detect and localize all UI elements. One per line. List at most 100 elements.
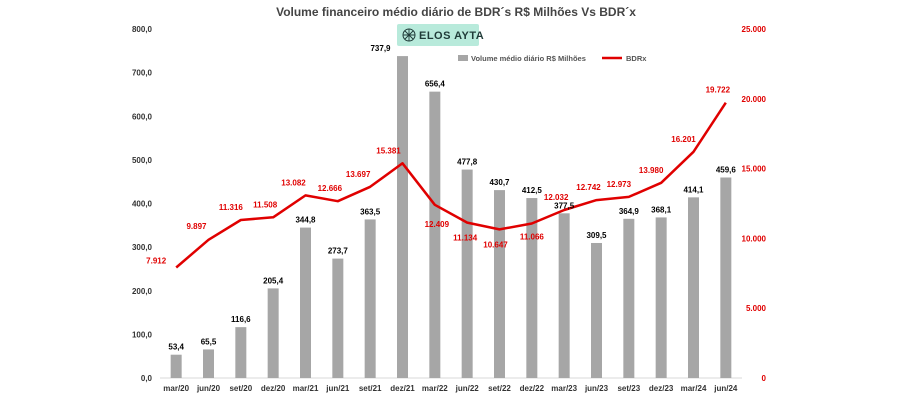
left-tick-label: 400,0 [132,200,153,209]
line-value-label: 10.647 [483,240,508,249]
bar-value-label: 377,5 [554,201,575,210]
left-tick-label: 200,0 [132,287,153,296]
bar-value-label: 368,1 [651,205,672,214]
bar [332,258,344,378]
line-value-label: 11.066 [520,233,545,242]
left-tick-label: 100,0 [132,330,153,339]
logo: ELOS AYTA [397,24,484,46]
category-label: jun/20 [196,384,221,393]
right-tick-label: 0 [762,374,767,383]
line-value-label: 9.897 [186,222,207,231]
bar [300,227,311,378]
category-label: jun/22 [455,384,480,393]
bar-value-label: 344,8 [295,216,316,225]
bar-value-label: 412,5 [522,186,543,195]
bar-value-label: 53,4 [168,343,184,352]
bar-value-label: 656,4 [425,80,446,89]
line-value-label: 12.666 [318,184,343,193]
line-value-label: 15.381 [376,146,401,155]
bar [461,169,473,378]
bar-value-label: 309,5 [586,231,607,240]
bar [494,190,505,378]
bar [364,219,376,378]
category-label: jun/23 [584,384,609,393]
category-label: dez/20 [261,384,286,393]
line-value-label: 12.409 [425,220,450,229]
bar [688,197,699,378]
line-value-label: 12.973 [607,180,632,189]
category-label: dez/22 [520,384,545,393]
bar-value-label: 459,6 [716,165,737,174]
right-tick-label: 10.000 [742,234,767,243]
category-label: mar/21 [293,384,319,393]
bar [170,354,182,378]
category-label: set/21 [359,384,382,393]
legend-bar-label: Volume médio diário R$ Milhões [471,54,586,63]
line-value-label: 11.134 [453,234,478,243]
left-tick-label: 700,0 [132,69,153,78]
logo-mark-icon [402,28,416,42]
bar [526,198,538,378]
category-label: jun/24 [713,384,738,393]
bar [558,213,570,378]
right-tick-label: 20.000 [742,95,767,104]
category-label: mar/22 [422,384,448,393]
right-tick-label: 25.000 [742,25,767,34]
line-value-label: 7.912 [146,257,167,266]
category-label: set/22 [488,384,511,393]
line-value-label: 16.201 [671,135,696,144]
bar [235,327,247,378]
left-tick-label: 0,0 [141,374,153,383]
category-label: jun/21 [325,384,350,393]
bar [720,177,732,378]
chart-title: Volume financeiro médio diário de BDR´s … [276,5,636,19]
category-label: dez/23 [649,384,674,393]
left-tick-label: 800,0 [132,25,153,34]
bar-value-label: 273,7 [328,247,349,256]
bar [203,349,214,378]
right-tick-label: 15.000 [742,165,767,174]
bar-value-label: 205,4 [263,276,284,285]
line-value-label: 13.697 [346,170,371,179]
bar [655,217,667,378]
bar-value-label: 414,1 [683,185,704,194]
bar-value-label: 364,9 [619,207,640,216]
bar-value-label: 477,8 [457,158,478,167]
category-label: dez/21 [390,384,415,393]
left-tick-label: 300,0 [132,243,153,252]
bar-value-label: 737,9 [370,44,391,53]
bar [623,218,635,378]
logo-text: ELOS AYTA [419,30,484,42]
category-label: mar/24 [681,384,707,393]
axes: 0,0 100,0 200,0 300,0 400,0 500,0 600,0 700,0 80… [132,25,767,393]
bar-value-label: 116,6 [231,315,251,324]
category-label: mar/23 [551,384,577,393]
bar [591,242,602,378]
legend-bar-swatch [458,55,468,61]
line-value-label: 12.032 [544,193,569,202]
bar-value-label: 430,7 [489,178,510,187]
line-series [175,102,727,269]
bar-value-label: 65,5 [201,337,217,346]
legend: Volume médio diário R$ Milhões BDRx [458,54,647,63]
bar [267,288,279,378]
bar [397,56,408,378]
bar [429,91,441,378]
legend-line-label: BDRx [626,54,647,63]
category-label: mar/20 [163,384,189,393]
right-tick-label: 5.000 [746,304,767,313]
left-tick-label: 600,0 [132,112,153,121]
bar-value-label: 363,5 [360,207,381,216]
line-value-label: 13.980 [639,166,664,175]
data-labels: 53,4 65,5 116,6 205,4 344,8 273,7 363,5 737,9 65… [146,44,736,352]
line-value-label: 11.508 [253,200,278,209]
category-label: set/23 [617,384,640,393]
line-value-label: 19.722 [706,86,731,95]
bar-series [170,56,732,378]
logo-background [397,24,479,46]
line-value-label: 13.082 [281,178,306,187]
left-tick-label: 500,0 [132,156,153,165]
line-value-label: 12.742 [576,183,601,192]
bdrx-line [175,102,727,269]
